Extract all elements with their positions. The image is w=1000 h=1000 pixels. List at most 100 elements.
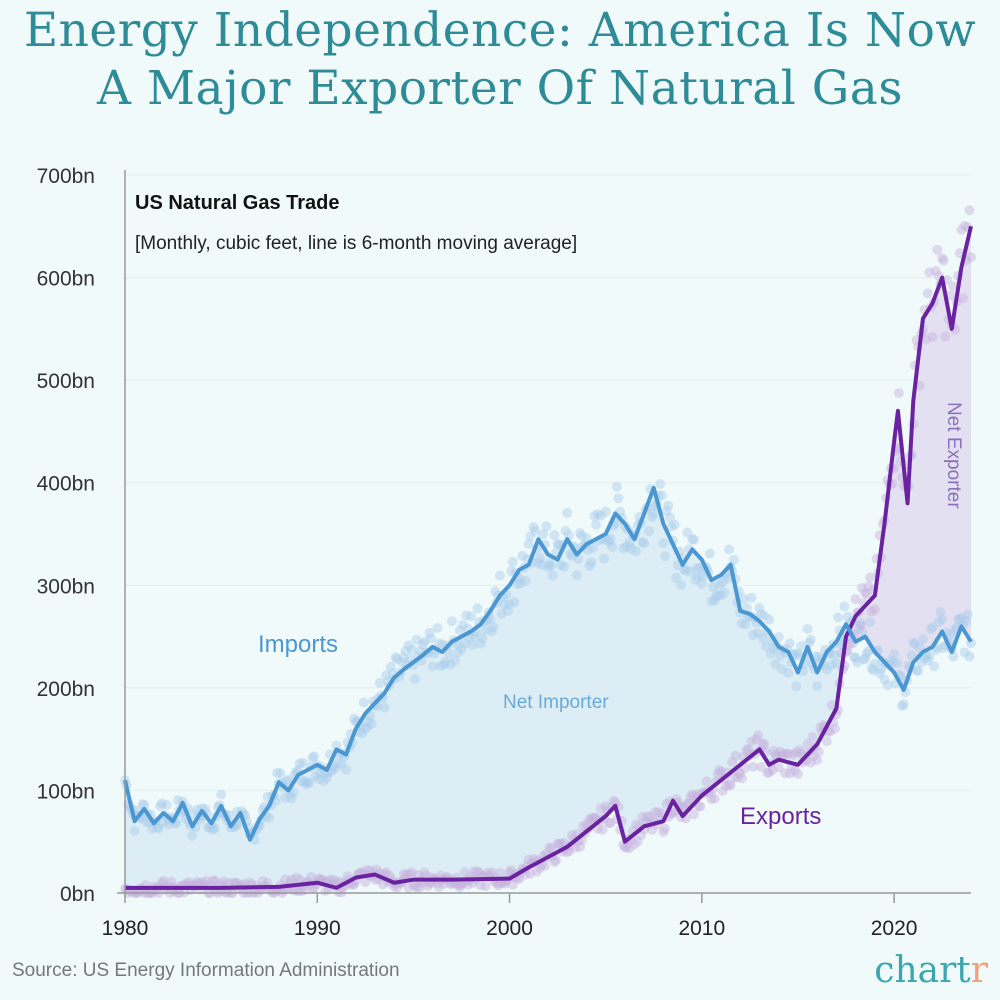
monthly-data-point bbox=[655, 479, 666, 490]
y-tick-label: 700bn bbox=[37, 165, 95, 188]
monthly-data-point bbox=[297, 757, 308, 768]
monthly-data-point bbox=[805, 634, 816, 645]
monthly-data-point bbox=[906, 650, 917, 661]
monthly-data-point bbox=[419, 867, 430, 878]
monthly-data-point bbox=[757, 633, 768, 644]
monthly-data-point bbox=[129, 825, 140, 836]
monthly-data-point bbox=[187, 830, 198, 841]
monthly-data-point bbox=[333, 758, 344, 769]
monthly-data-point bbox=[738, 593, 749, 604]
monthly-data-point bbox=[219, 876, 230, 887]
monthly-data-point bbox=[736, 773, 747, 784]
monthly-data-point bbox=[294, 758, 305, 769]
monthly-data-point bbox=[618, 543, 629, 554]
monthly-data-point bbox=[882, 680, 893, 691]
y-tick-label: 500bn bbox=[37, 370, 95, 393]
monthly-data-point bbox=[534, 862, 545, 873]
monthly-data-point bbox=[732, 772, 743, 783]
monthly-data-point bbox=[281, 776, 292, 787]
monthly-data-point bbox=[725, 780, 736, 791]
monthly-data-point bbox=[929, 661, 940, 672]
monthly-data-point bbox=[310, 771, 321, 782]
monthly-data-point bbox=[275, 768, 286, 779]
monthly-data-point bbox=[209, 875, 220, 886]
monthly-data-point bbox=[139, 800, 150, 811]
monthly-data-point bbox=[624, 537, 635, 548]
monthly-data-point bbox=[839, 601, 850, 612]
monthly-data-point bbox=[741, 602, 752, 613]
monthly-data-point bbox=[475, 880, 486, 891]
chart-subtitle: [Monthly, cubic feet, line is 6-month mo… bbox=[135, 233, 577, 254]
monthly-data-point bbox=[402, 868, 412, 879]
monthly-data-point bbox=[400, 646, 411, 657]
monthly-data-point bbox=[504, 599, 515, 610]
monthly-data-point bbox=[792, 648, 803, 659]
monthly-data-point bbox=[398, 652, 409, 663]
monthly-data-point bbox=[653, 807, 664, 818]
monthly-data-point bbox=[741, 745, 752, 756]
monthly-data-point bbox=[631, 819, 642, 830]
monthly-data-point bbox=[855, 620, 866, 631]
monthly-data-point bbox=[656, 490, 667, 501]
monthly-data-point bbox=[959, 221, 970, 232]
monthly-data-point bbox=[406, 867, 417, 878]
monthly-data-point bbox=[821, 664, 832, 675]
monthly-data-point bbox=[286, 793, 297, 804]
monthly-data-point bbox=[472, 603, 483, 614]
monthly-data-point bbox=[853, 623, 864, 634]
monthly-data-point bbox=[509, 597, 520, 608]
monthly-data-point bbox=[381, 669, 392, 680]
monthly-data-point bbox=[459, 638, 470, 649]
monthly-data-point bbox=[361, 864, 372, 875]
monthly-data-point bbox=[759, 739, 770, 750]
monthly-data-point bbox=[586, 556, 597, 567]
monthly-data-point bbox=[897, 700, 908, 711]
y-tick-label: 600bn bbox=[37, 268, 95, 291]
monthly-data-point bbox=[584, 814, 595, 825]
monthly-data-point bbox=[658, 826, 669, 837]
monthly-data-point bbox=[885, 655, 896, 666]
monthly-data-point bbox=[584, 560, 595, 571]
monthly-data-point bbox=[413, 870, 424, 881]
monthly-data-point bbox=[403, 882, 414, 893]
monthly-data-point bbox=[937, 253, 948, 264]
monthly-data-point bbox=[305, 871, 316, 882]
x-tick-label: 2010 bbox=[678, 917, 725, 940]
monthly-data-point bbox=[525, 868, 536, 879]
monthly-data-point bbox=[743, 743, 754, 754]
monthly-data-point bbox=[571, 570, 582, 581]
monthly-data-point bbox=[874, 668, 885, 679]
logo-main: chart bbox=[874, 950, 971, 991]
monthly-data-point bbox=[570, 842, 581, 853]
monthly-data-point bbox=[360, 723, 371, 734]
monthly-data-point bbox=[690, 574, 701, 585]
monthly-data-point bbox=[418, 639, 429, 650]
monthly-data-point bbox=[728, 772, 739, 783]
monthly-data-point bbox=[889, 649, 900, 660]
monthly-data-point bbox=[712, 590, 723, 601]
monthly-data-point bbox=[494, 570, 505, 581]
monthly-data-point bbox=[911, 665, 922, 676]
monthly-data-point bbox=[499, 599, 510, 610]
monthly-data-point bbox=[363, 716, 374, 727]
monthly-data-point bbox=[760, 641, 771, 652]
monthly-data-point bbox=[208, 824, 219, 835]
y-tick-label: 200bn bbox=[37, 678, 95, 701]
monthly-data-point bbox=[374, 677, 385, 688]
monthly-data-point bbox=[381, 867, 392, 878]
monthly-data-point bbox=[533, 557, 544, 568]
monthly-data-point bbox=[454, 625, 465, 636]
monthly-data-point bbox=[775, 650, 786, 661]
monthly-data-point bbox=[536, 559, 547, 570]
monthly-data-point bbox=[855, 617, 866, 628]
monthly-data-point bbox=[301, 779, 312, 790]
monthly-data-point bbox=[294, 874, 305, 885]
monthly-data-point bbox=[502, 605, 513, 616]
monthly-data-point bbox=[578, 821, 589, 832]
monthly-data-point bbox=[592, 509, 603, 520]
monthly-data-point bbox=[445, 659, 456, 670]
monthly-data-point bbox=[595, 510, 606, 521]
monthly-data-point bbox=[307, 752, 318, 763]
monthly-data-point bbox=[377, 879, 388, 890]
monthly-data-point bbox=[446, 616, 457, 627]
